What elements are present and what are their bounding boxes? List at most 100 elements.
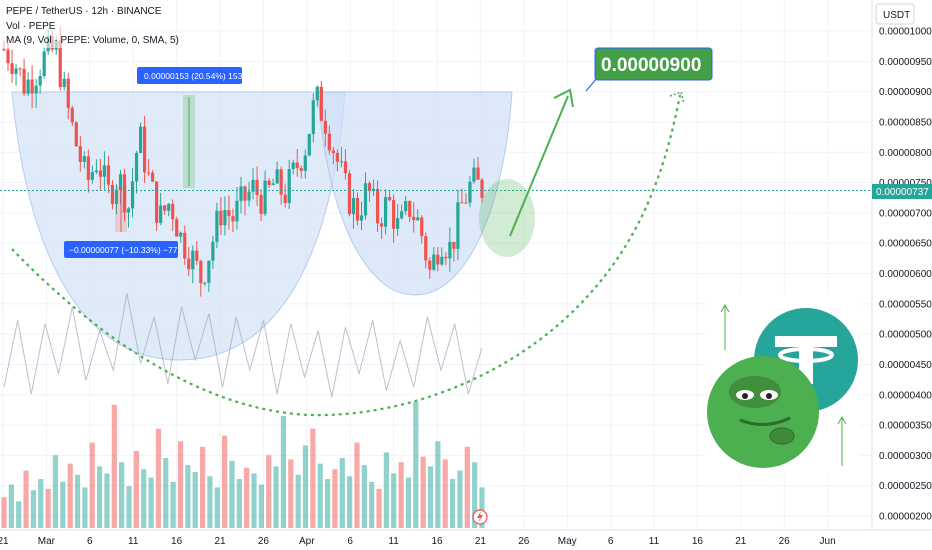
candle-body [263, 180, 267, 214]
candle-body [10, 63, 14, 74]
volume-bar [347, 476, 353, 528]
candle-body [191, 250, 195, 270]
volume-bar [288, 459, 294, 528]
header-volume: Vol · PEPE [6, 21, 56, 32]
volume-bar [479, 487, 485, 528]
volume-bar [163, 458, 169, 528]
candle-body [408, 201, 412, 217]
candle-body [287, 169, 291, 203]
target-callout-label: 0.00000900 [601, 55, 701, 76]
candle-body [339, 161, 344, 163]
candle-body [122, 174, 127, 213]
candle-body [86, 156, 90, 180]
target-arrow [509, 95, 569, 237]
y-tick-label: 0.00000550 [879, 299, 932, 310]
candle-body [26, 79, 30, 94]
volume-bar [97, 466, 103, 528]
candle-body [315, 86, 319, 101]
candle-body [171, 203, 175, 220]
volume-bar [38, 479, 44, 528]
volume-bar [185, 465, 191, 528]
volume-bar [177, 441, 184, 528]
volume-bar [302, 445, 309, 528]
volume-bar [141, 469, 147, 528]
volume-bar [214, 487, 220, 528]
candle-body [179, 232, 183, 237]
candle-body [30, 79, 34, 94]
header-volume-ma: MA (9, Vol · PEPE: Volume, 0, SMA, 5) [6, 35, 179, 46]
candle-body [420, 217, 424, 237]
up-arrow-left [720, 303, 730, 350]
x-tick-label: 16 [171, 536, 183, 547]
x-tick-label: Apr [299, 536, 315, 547]
measure-down-label-box[interactable] [64, 241, 178, 258]
volume-bar [420, 456, 426, 528]
candle-body [22, 68, 26, 94]
candle-body [303, 155, 307, 171]
volume-bar [339, 458, 345, 528]
candle-body [106, 165, 111, 185]
breakout-zone-ellipse [479, 179, 535, 257]
volume-bar [222, 435, 228, 528]
logos-image [705, 293, 860, 475]
candle-body [34, 85, 38, 94]
currency-box[interactable] [875, 3, 915, 25]
candle-body [235, 200, 239, 222]
y-tick-label: 0.00000650 [879, 239, 932, 250]
volume-bar [361, 465, 367, 528]
candle-body [343, 161, 348, 174]
candle-body [275, 169, 279, 184]
candle-body [38, 76, 42, 86]
candle-body [383, 196, 388, 227]
candle-body [456, 202, 460, 249]
candle-body [400, 211, 404, 219]
candle-body [319, 86, 323, 121]
x-tick-label: 6 [87, 536, 93, 547]
x-tick-label: 11 [128, 536, 139, 547]
candle-body [375, 188, 380, 224]
candle-body [183, 232, 187, 259]
measure-up-label: 0.00000153 (20.54%) 153 [144, 71, 243, 81]
pepe-frog-icon [707, 356, 819, 468]
candle-body [223, 210, 227, 226]
candle-body [283, 194, 287, 203]
volume-bar [89, 442, 95, 528]
volume-bar [324, 479, 331, 528]
candle-body [231, 216, 235, 222]
candle-body [207, 260, 211, 283]
x-tick-label: 26 [258, 536, 270, 547]
current-price-tag-label: 0.00000737 [876, 187, 929, 198]
candle-body [2, 49, 6, 51]
volume-bar [111, 404, 117, 528]
candle-body [58, 40, 62, 87]
measure-up-label-box[interactable] [137, 67, 242, 84]
volume-bar [383, 452, 389, 528]
candle-body [480, 179, 484, 198]
volume-bar [317, 463, 323, 528]
volume-bar [170, 481, 176, 528]
candle-body [416, 217, 420, 221]
candle-body [110, 184, 115, 205]
price-axis[interactable]: 0.00001000 0.00000950 0.00000900 0.00000850… [879, 27, 932, 523]
y-tick-label: 0.00000500 [879, 330, 932, 341]
y-tick-label: 0.00000300 [879, 451, 932, 462]
volume-bar [155, 428, 162, 528]
time-axis[interactable]: 21 Mar 6 11 16 21 26 Apr 6 11 16 21 26 May 6 11 16 21 26 Ju… [0, 536, 836, 547]
volume-bar [258, 484, 264, 528]
volume-bar [148, 477, 154, 528]
candle-body [460, 202, 464, 204]
volume-bar [427, 466, 434, 528]
target-callout-box[interactable] [594, 47, 713, 81]
lightning-icon[interactable] [472, 509, 488, 525]
volume-bar [251, 473, 257, 528]
x-tick-label: 6 [608, 536, 614, 547]
candle-body [227, 210, 231, 217]
volume-bar [192, 472, 198, 528]
volume-bar [398, 462, 404, 528]
candle-body [351, 198, 356, 215]
candle-body [18, 68, 22, 70]
x-tick-label: 26 [779, 536, 791, 547]
candle-body [379, 223, 384, 227]
candle-body [130, 181, 135, 209]
